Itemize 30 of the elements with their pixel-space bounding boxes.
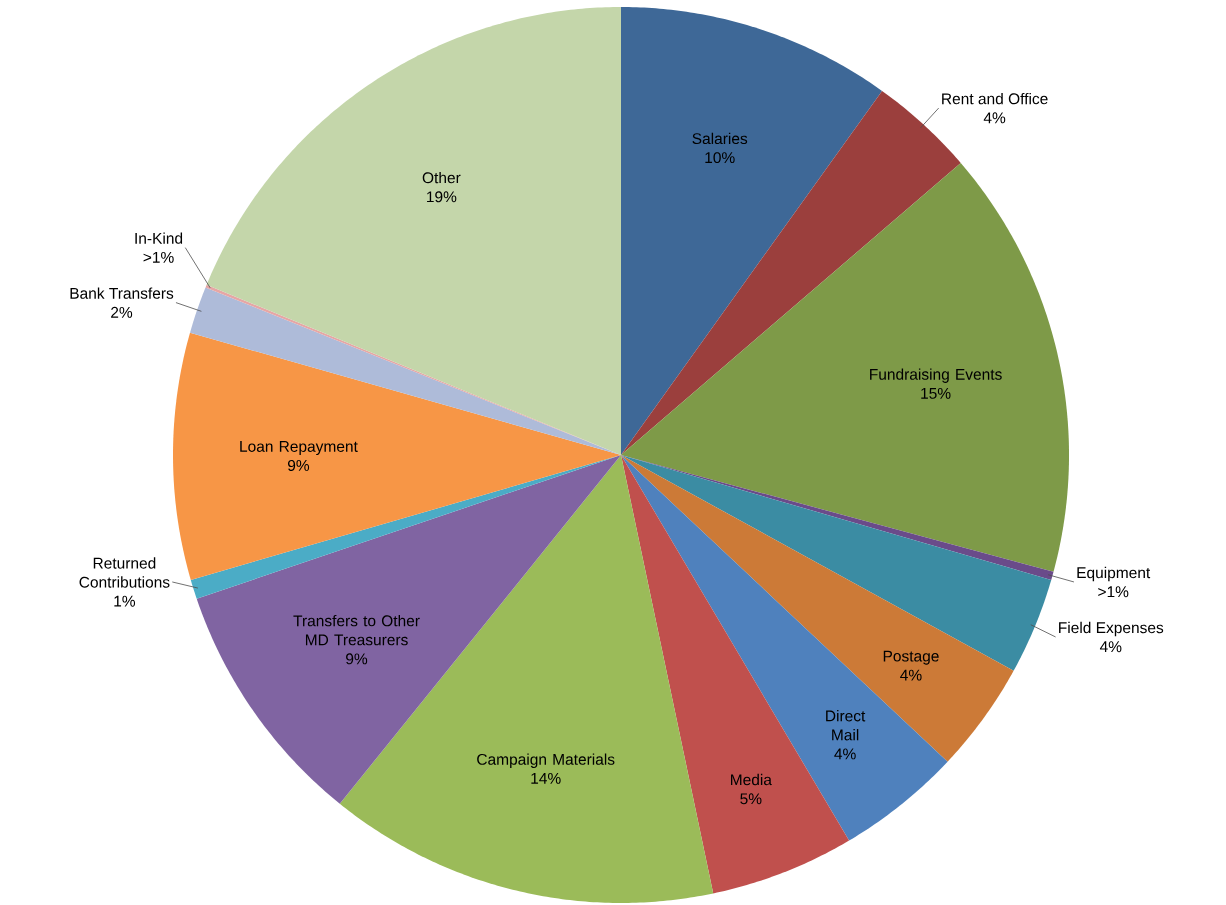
slice-label: Fundraising Events [870, 368, 1002, 383]
data-label: 14% [531, 772, 561, 784]
data-label: >1% [143, 251, 174, 263]
data-label: 5% [740, 793, 762, 805]
data-label: 9% [346, 653, 368, 665]
slice-label: Media [731, 773, 772, 786]
slice-label: Returned Contributions [79, 557, 170, 588]
data-label: 4% [983, 112, 1006, 124]
data-label: 9% [287, 459, 310, 471]
slice-label: Direct Mail [826, 710, 866, 741]
data-label: 4% [1099, 641, 1122, 653]
slice-label: Loan Repayment [240, 441, 358, 455]
slice-label: Bank Transfers [70, 287, 174, 299]
slice-label: Equipment [1077, 566, 1151, 582]
slice-label: Postage [883, 650, 939, 665]
slice-label: Rent and Office [942, 92, 1048, 105]
slice-label: Field Expenses [1059, 621, 1164, 637]
slice-label: Transfers to Other MD Treasurers [293, 614, 420, 646]
data-label: 1% [114, 595, 136, 607]
slice-label: Campaign Materials [477, 753, 615, 768]
data-label: 4% [834, 748, 856, 760]
slice-label: Other [422, 171, 461, 184]
slice-label: Salaries [692, 132, 748, 145]
data-label: 15% [921, 387, 951, 399]
data-label: 10% [705, 152, 735, 164]
data-label: 4% [900, 669, 922, 681]
slice-label: In-Kind [135, 232, 183, 244]
data-label: 19% [427, 191, 457, 203]
data-label: 2% [111, 306, 133, 318]
data-label: >1% [1098, 586, 1129, 598]
